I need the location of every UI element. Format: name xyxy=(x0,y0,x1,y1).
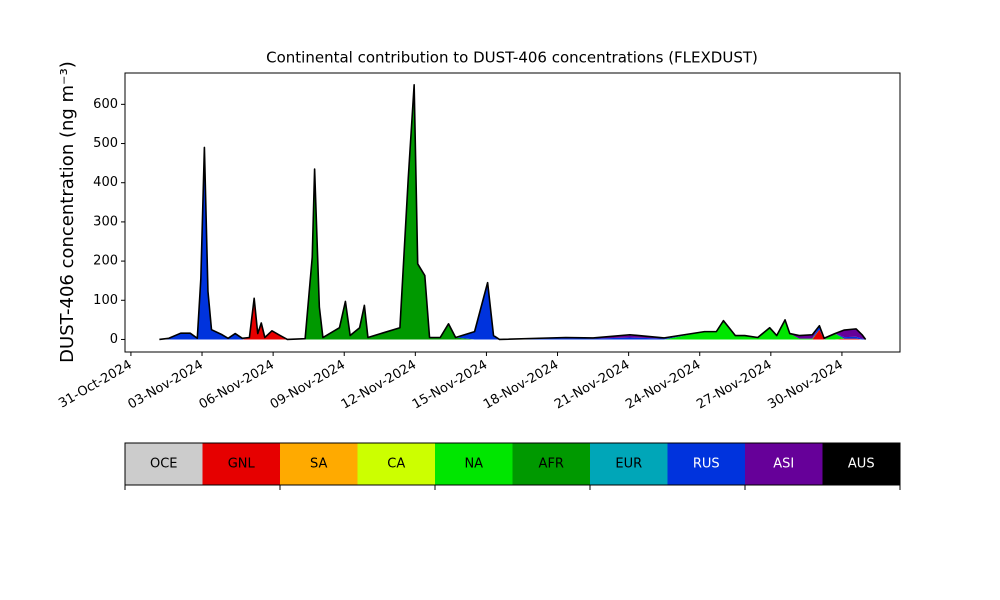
area xyxy=(159,304,866,340)
area xyxy=(159,84,866,340)
y-tick-label: 600 xyxy=(93,97,118,112)
legend-label: CA xyxy=(387,457,405,472)
area xyxy=(159,304,866,340)
area xyxy=(159,96,866,340)
x-tick-label: 15-Nov-2024 xyxy=(410,358,490,413)
plot-frame xyxy=(124,72,901,353)
x-tick-label: 31-Oct-2024 xyxy=(56,358,134,412)
legend-swatch xyxy=(125,443,203,485)
y-tick-label: 300 xyxy=(93,214,118,229)
legend-swatch xyxy=(822,443,900,485)
legend-swatch xyxy=(667,443,745,485)
x-tick-label: 27-Nov-2024 xyxy=(694,358,774,413)
legend-label: ASI xyxy=(773,457,794,472)
legend-label: EUR xyxy=(615,457,642,472)
y-tick-label: 400 xyxy=(93,175,118,190)
area xyxy=(159,96,866,340)
x-tick-label: 03-Nov-2024 xyxy=(126,358,206,413)
legend-label: SA xyxy=(310,457,327,472)
total-outline xyxy=(159,83,867,341)
x-tick-label: 18-Nov-2024 xyxy=(481,358,561,413)
y-tick-label: 200 xyxy=(93,254,118,269)
y-tick-label: 500 xyxy=(93,136,118,151)
legend-label: OCE xyxy=(150,457,178,472)
legend-label: NA xyxy=(464,457,483,472)
area xyxy=(159,304,866,340)
area xyxy=(159,304,866,340)
chart-title: Continental contribution to DUST-406 con… xyxy=(266,49,758,67)
x-tick-label: 24-Nov-2024 xyxy=(623,358,703,413)
x-tick-label: 21-Nov-2024 xyxy=(552,358,632,413)
legend-label: AFR xyxy=(539,457,564,472)
legend-label: AUS xyxy=(848,457,875,472)
area xyxy=(159,96,866,340)
x-tick-label: 30-Nov-2024 xyxy=(765,358,845,413)
x-tick-label: 06-Nov-2024 xyxy=(197,358,277,413)
legend-label: GNL xyxy=(228,457,256,472)
y-tick-label: 0 xyxy=(110,332,118,347)
y-tick-label: 100 xyxy=(93,293,118,308)
legend-swatch xyxy=(280,443,358,485)
y-axis-label: DUST-406 concentration (ng m⁻³) xyxy=(57,61,78,363)
legend-swatch xyxy=(357,443,435,485)
legend-frame xyxy=(124,442,901,486)
x-tick-label: 12-Nov-2024 xyxy=(339,358,419,413)
x-tick-label: 09-Nov-2024 xyxy=(268,358,348,413)
legend-label: RUS xyxy=(693,457,720,472)
legend-swatch xyxy=(590,443,668,485)
legend-swatch xyxy=(202,443,280,485)
legend-swatch xyxy=(745,443,823,485)
legend-swatch xyxy=(512,443,590,485)
legend-swatch xyxy=(435,443,513,485)
area xyxy=(159,96,866,340)
